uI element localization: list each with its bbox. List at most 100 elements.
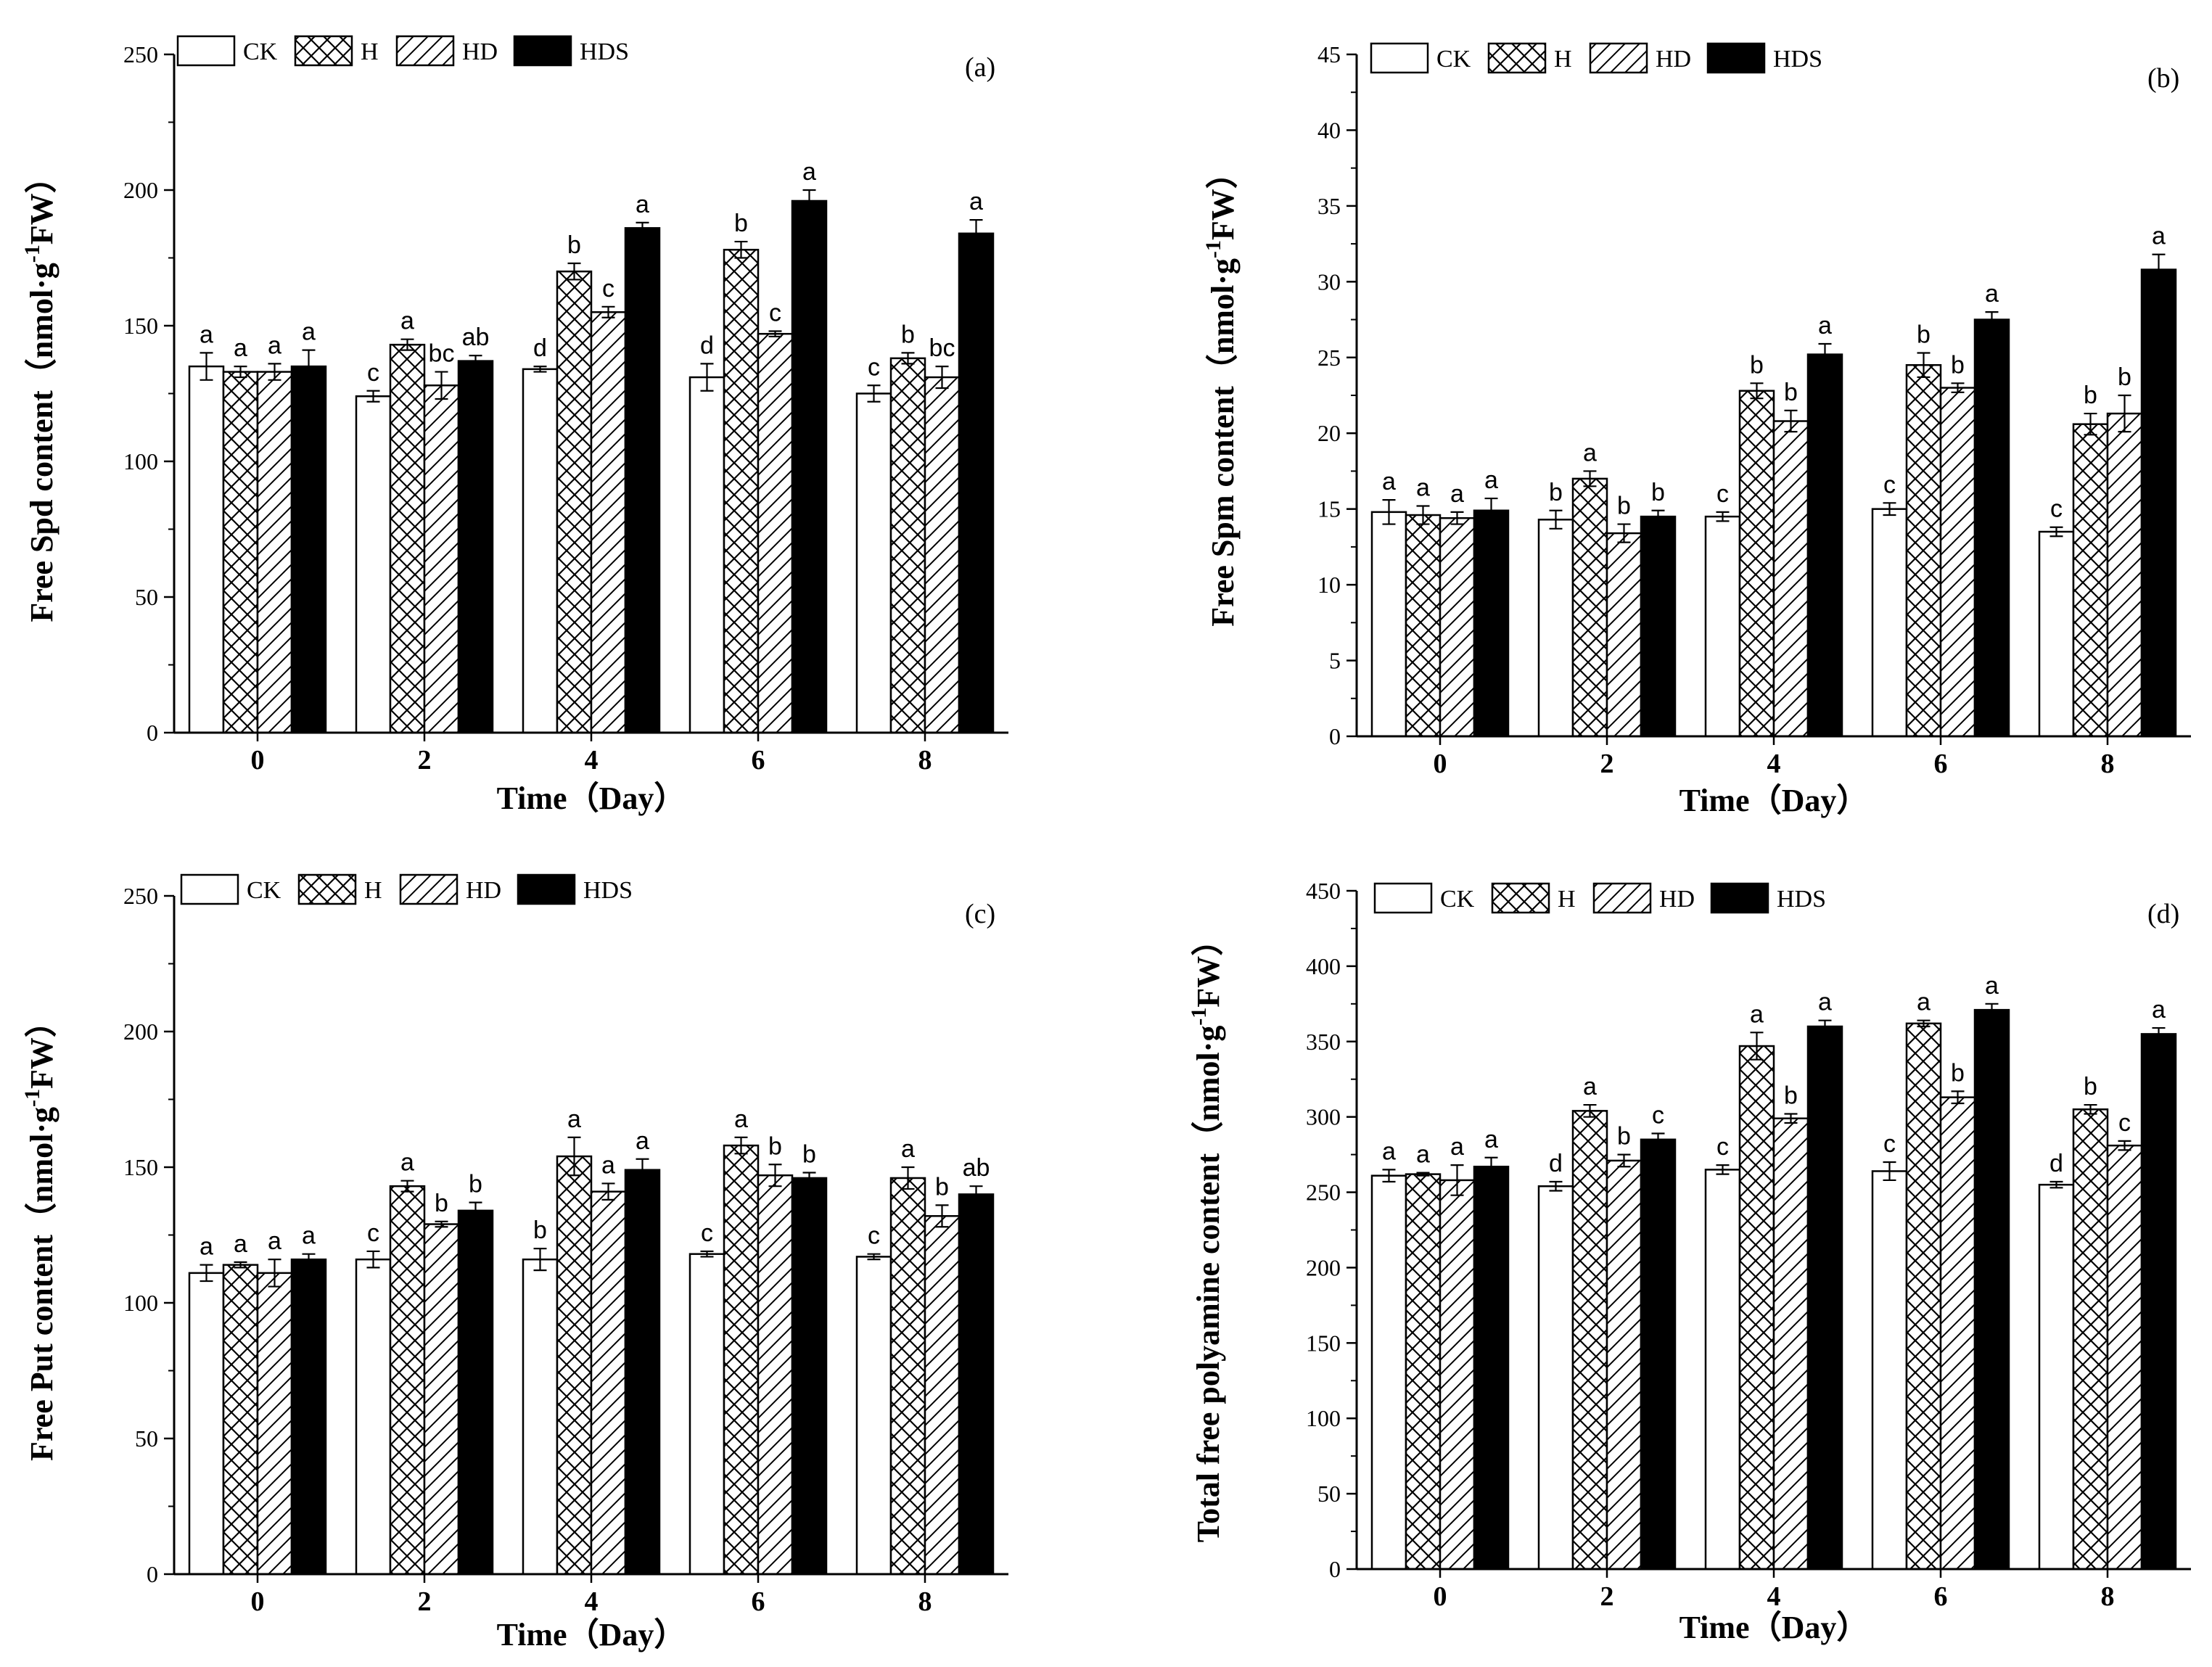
significance-letter: bc xyxy=(429,340,455,368)
bar-hds xyxy=(1473,1165,1510,1571)
bar-hd xyxy=(1939,387,1976,738)
y-tick-label: 35 xyxy=(1317,193,1341,219)
y-tick-label: 30 xyxy=(1317,268,1341,295)
bar-h xyxy=(556,1155,593,1576)
significance-letter: ab xyxy=(963,1154,990,1182)
bar-hds xyxy=(1973,1008,2010,1571)
legend-swatch-h xyxy=(297,873,357,905)
bar-h xyxy=(1571,477,1608,738)
significance-letter: a xyxy=(969,188,983,215)
y-tick-label: 0 xyxy=(1329,723,1341,749)
x-tick-label: 8 xyxy=(918,745,932,775)
significance-letter: d xyxy=(700,332,714,359)
significance-letter: a xyxy=(1818,312,1832,339)
x-axis-title: Time（Day） xyxy=(1679,783,1869,818)
bar-hd xyxy=(1439,516,1476,738)
bar-hds xyxy=(2140,268,2177,738)
significance-letter: c xyxy=(701,1219,713,1247)
legend: CK H HD HDS xyxy=(1370,42,1822,74)
significance-letter: b xyxy=(1917,321,1931,349)
bar-ck xyxy=(2038,1183,2075,1571)
x-tick-label: 8 xyxy=(2101,749,2115,779)
y-tick-label: 350 xyxy=(1306,1029,1341,1055)
bar-h xyxy=(556,270,593,734)
bar-ck xyxy=(855,392,892,734)
significance-letter: c xyxy=(602,275,614,302)
x-tick-label: 6 xyxy=(752,745,765,775)
legend-label: HD xyxy=(466,877,501,904)
significance-letter: c xyxy=(1883,1130,1896,1158)
x-tick-label: 0 xyxy=(1434,749,1447,779)
significance-letter: a xyxy=(901,1135,915,1163)
bar-hds xyxy=(457,360,494,734)
significance-letter: a xyxy=(268,1227,281,1255)
significance-letter: a xyxy=(802,158,816,186)
y-tick-label: 40 xyxy=(1317,117,1341,143)
significance-letter: a xyxy=(1416,1141,1430,1169)
x-tick-label: 6 xyxy=(1934,749,1948,779)
bar-hd xyxy=(1605,532,1642,738)
y-tick-label: 450 xyxy=(1306,878,1341,904)
significance-letter: a xyxy=(636,191,649,218)
legend-swatch-hds xyxy=(1710,882,1769,914)
bar-hd xyxy=(423,1223,460,1576)
legend-label: CK xyxy=(243,38,278,65)
bar-ck xyxy=(355,1258,392,1576)
chart-panel: a a a a0dabc2caba4caba6dbca8050100150200250… xyxy=(1187,878,2191,1645)
legend-swatch-hd xyxy=(1592,882,1652,914)
bar-hd xyxy=(2106,1144,2143,1571)
x-axis-title: Time（Day） xyxy=(1679,1610,1869,1645)
bar-hd xyxy=(1772,420,1809,738)
significance-letter: b xyxy=(533,1217,547,1244)
bar-hds xyxy=(290,365,327,734)
bar-ck xyxy=(355,395,392,734)
y-tick-label: 150 xyxy=(1306,1330,1341,1356)
legend-swatch-hd xyxy=(395,35,455,67)
y-tick-label: 200 xyxy=(123,177,158,203)
x-tick-label: 4 xyxy=(1767,749,1781,779)
bar-hds xyxy=(791,199,828,734)
bar-hds xyxy=(1806,353,1843,738)
significance-letter: c xyxy=(868,353,880,381)
significance-letter: a xyxy=(1818,989,1832,1016)
legend-swatch-ck xyxy=(176,35,236,67)
x-tick-label: 2 xyxy=(1600,1581,1614,1612)
legend-swatch-ck xyxy=(1373,882,1433,914)
y-tick-label: 100 xyxy=(123,1290,158,1316)
legend-label: HDS xyxy=(1777,886,1826,913)
significance-letter: c xyxy=(367,359,379,387)
significance-letter: a xyxy=(1450,480,1464,508)
significance-letter: c xyxy=(2050,495,2063,523)
significance-letter: a xyxy=(1750,1000,1764,1028)
bar-hd xyxy=(757,1174,794,1576)
legend-swatch-hd xyxy=(1589,42,1648,74)
bar-hd xyxy=(1939,1096,1976,1571)
bar-ck xyxy=(688,376,725,734)
significance-letter: c xyxy=(1652,1102,1664,1129)
x-tick-label: 8 xyxy=(2101,1581,2115,1612)
y-tick-label: 250 xyxy=(123,41,158,67)
x-tick-label: 8 xyxy=(918,1586,932,1617)
y-tick-label: 0 xyxy=(1329,1556,1341,1582)
bar-h xyxy=(2072,1108,2109,1571)
significance-letter: a xyxy=(1583,439,1597,466)
significance-letter: a xyxy=(302,1222,316,1250)
x-tick-label: 0 xyxy=(1434,1581,1447,1612)
y-tick-label: 400 xyxy=(1306,953,1341,979)
significance-letter: b xyxy=(2084,1073,2097,1100)
bar-hds xyxy=(290,1258,327,1576)
legend-label: CK xyxy=(1436,46,1471,73)
panel-tag: (c) xyxy=(965,899,995,929)
legend-label: H xyxy=(1558,886,1576,913)
significance-letter: c xyxy=(1716,480,1729,508)
significance-letter: b xyxy=(1951,1059,1965,1087)
significance-letter: b xyxy=(1617,493,1631,520)
significance-letter: ab xyxy=(462,324,490,351)
y-tick-label: 15 xyxy=(1317,496,1341,522)
significance-letter: c xyxy=(367,1219,379,1247)
significance-letter: bc xyxy=(929,334,955,362)
legend-label: HD xyxy=(1656,46,1691,73)
significance-letter: a xyxy=(734,1106,748,1133)
